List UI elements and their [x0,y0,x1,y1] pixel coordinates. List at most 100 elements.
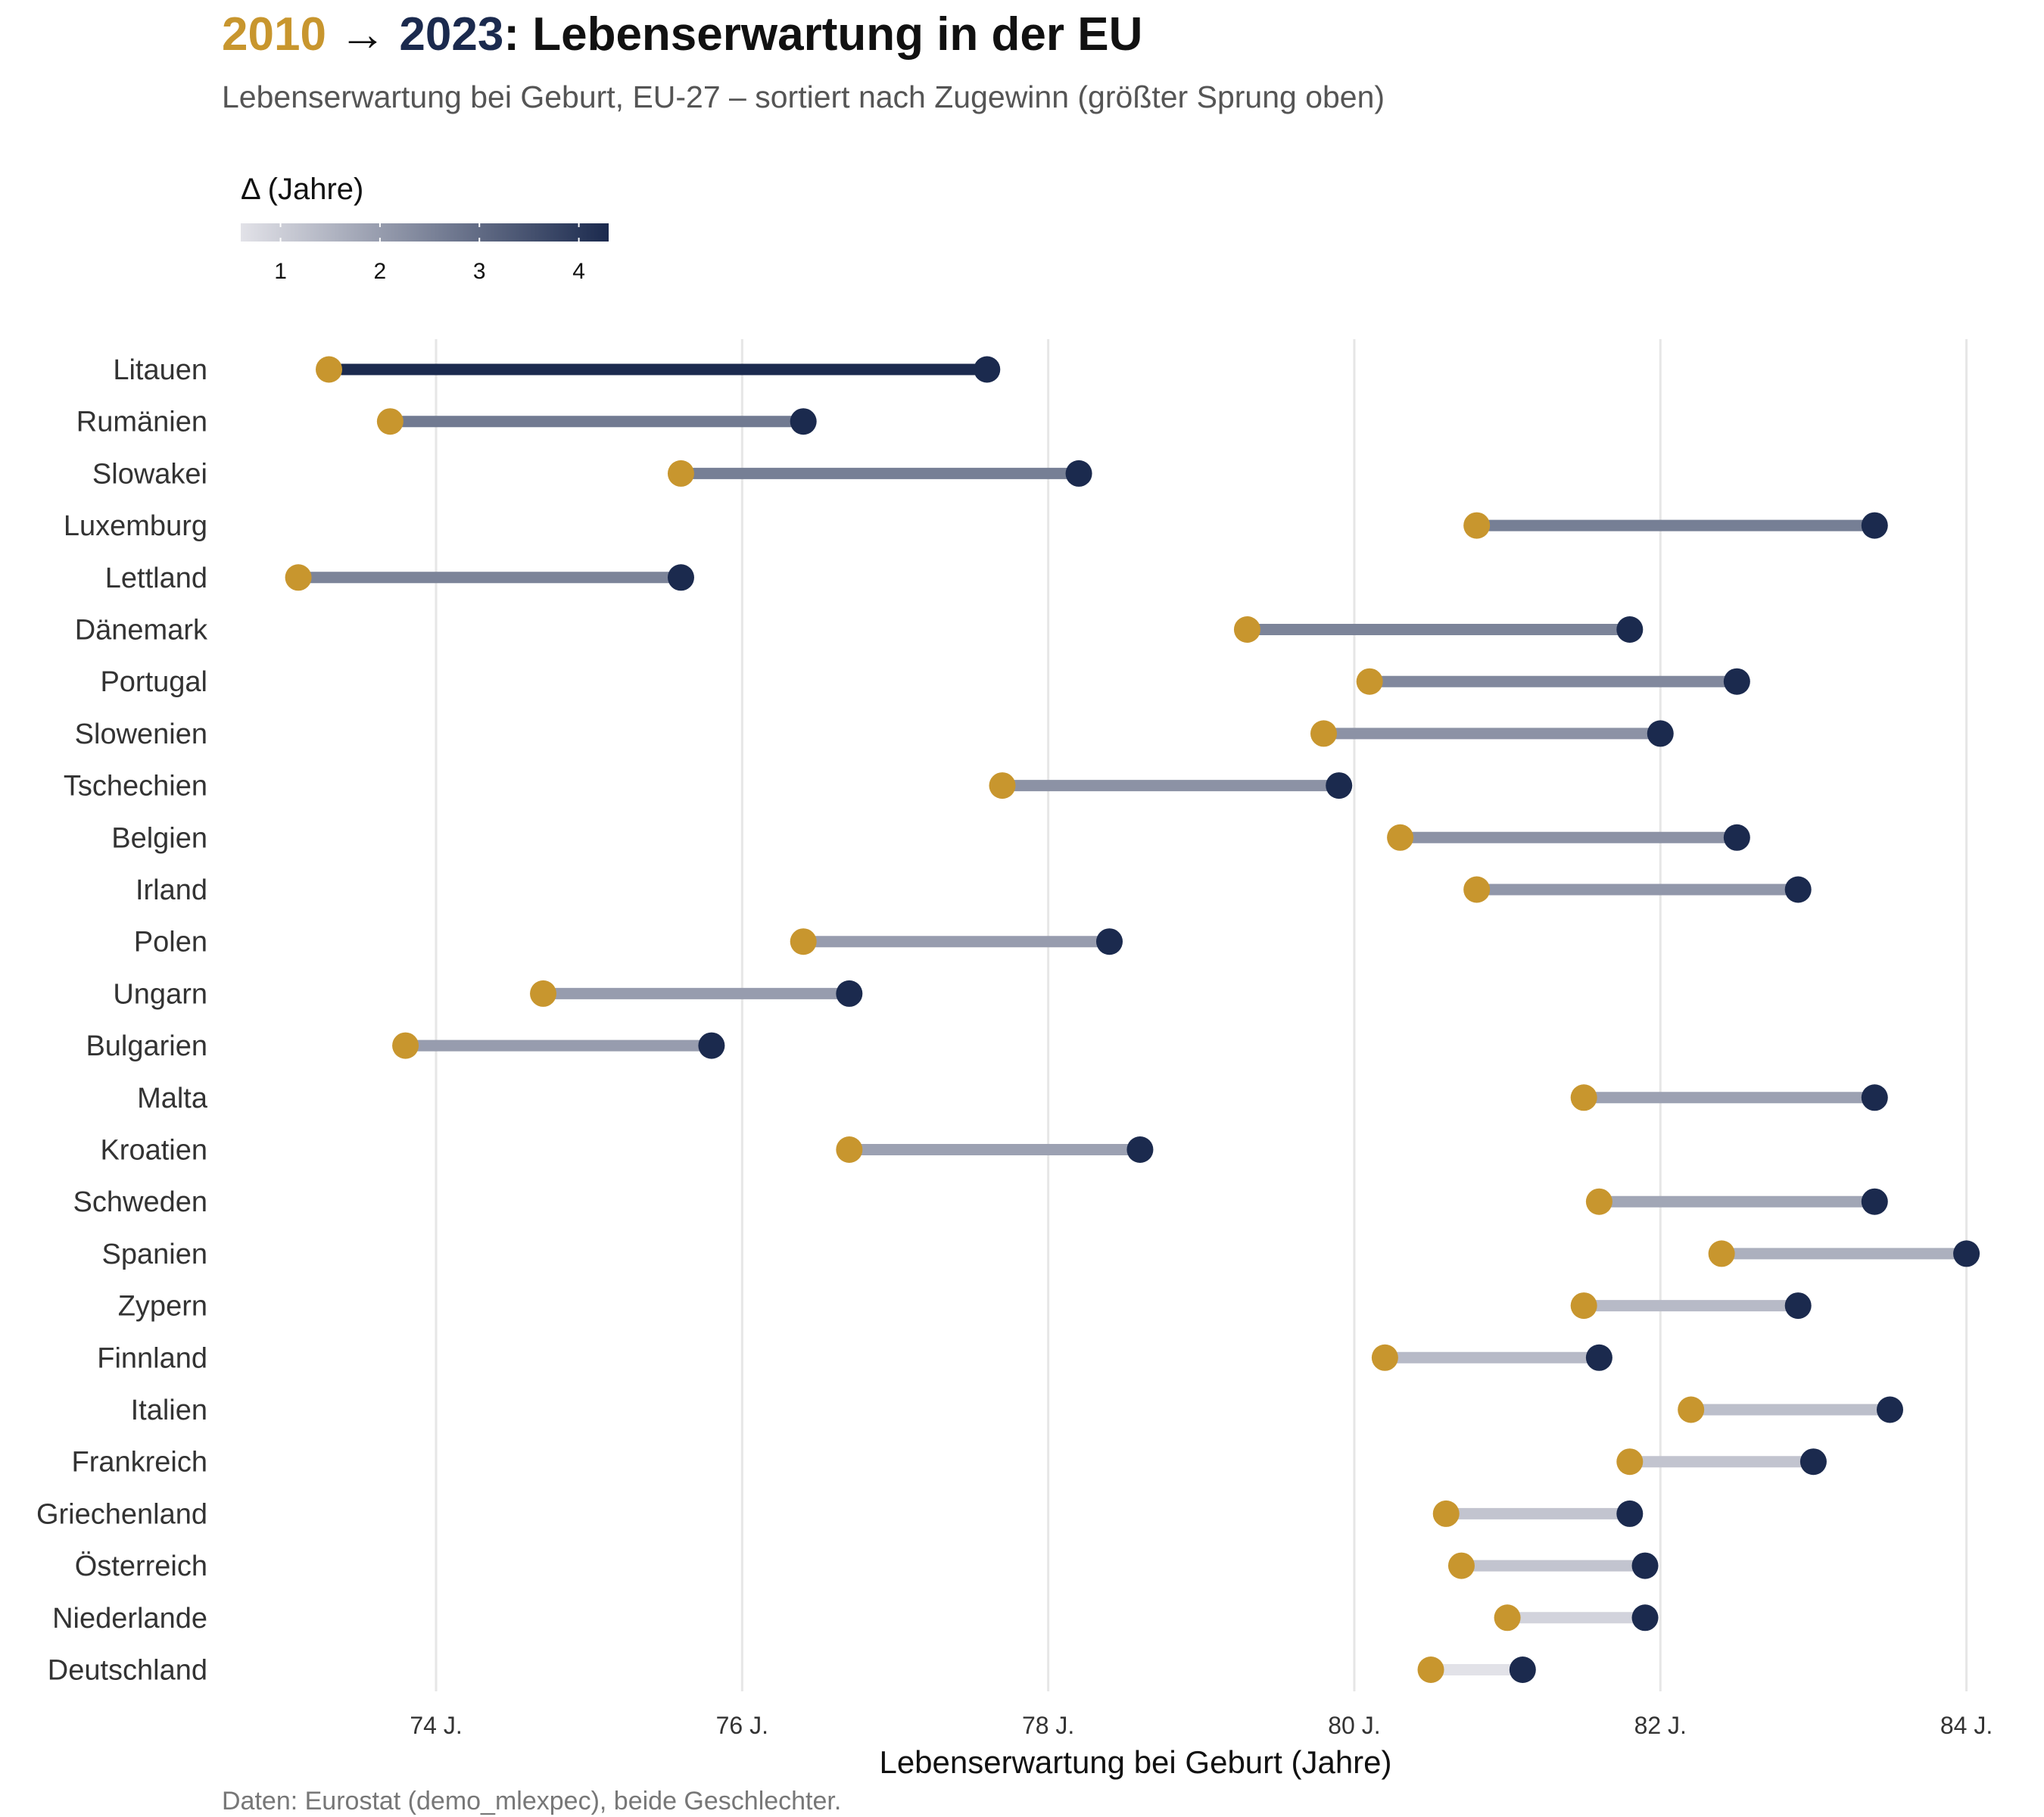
dot-2023 [1326,772,1353,799]
dot-2023 [1096,928,1123,955]
dot-2023 [1953,1240,1980,1267]
title-arrow: → [339,8,387,61]
country-label: Malta [137,1083,208,1114]
title-text: : Lebenserwartung in der EU [503,8,1143,61]
dot-2010 [1356,668,1383,695]
country-label: Italien [131,1395,207,1426]
dot-2010 [392,1032,419,1059]
dot-2010 [1585,1188,1612,1215]
country-label: Spanien [102,1239,207,1270]
dot-2010 [1708,1240,1735,1267]
dot-2010 [1570,1292,1597,1320]
country-label: Belgien [111,822,207,854]
dot-2023 [1509,1656,1536,1683]
dot-2010 [790,928,817,955]
legend-tick-label: 3 [473,259,486,284]
legend-colorbar-rect [241,223,609,242]
dot-2010 [1371,1344,1398,1371]
x-axis-title: Lebenserwartung bei Geburt (Jahre) [879,1744,1391,1780]
dot-2010 [1387,824,1414,851]
dot-2010 [1570,1084,1597,1111]
dot-2023 [974,356,1001,383]
caption: Daten: Eurostat (demo_mlexpec), beide Ge… [222,1787,842,1815]
dumbbell-dots [285,356,1980,1683]
dot-2010 [1616,1448,1644,1476]
dot-2010 [836,1136,863,1163]
dot-2010 [1447,1552,1475,1579]
x-tick-label: 82 J. [1634,1712,1687,1739]
x-tick-label: 74 J. [410,1712,462,1739]
dot-2010 [1463,876,1491,903]
dot-2010 [1432,1500,1460,1527]
country-label: Bulgarien [86,1030,207,1062]
dot-2023 [1723,668,1750,695]
chart-subtitle: Lebenserwartung bei Geburt, EU-27 – sort… [222,79,1385,114]
dot-2023 [1799,1448,1827,1476]
country-label: Polen [134,927,207,958]
x-tick-label: 78 J. [1022,1712,1074,1739]
country-label: Niederlande [52,1603,207,1635]
legend-tick-label: 2 [374,259,387,284]
dot-2023 [667,564,694,591]
dot-2010 [285,564,312,591]
x-tick-labels: 74 J. 76 J. 78 J. 80 J. 82 J. 84 J. [410,1712,1993,1739]
dot-2023 [1723,824,1750,851]
dot-2010 [1678,1396,1705,1423]
dot-2023 [790,408,817,435]
legend-colorbar: 1 2 3 4 [241,223,609,284]
country-label: Slowakei [92,458,207,490]
dot-2023 [1631,1604,1659,1632]
x-tick-label: 84 J. [1940,1712,1993,1739]
dot-2023 [1861,1084,1888,1111]
country-label: Slowenien [75,718,207,750]
dot-2023 [1876,1396,1903,1423]
x-tick-label: 80 J. [1328,1712,1380,1739]
dot-2010 [1310,720,1338,747]
dot-2023 [1647,720,1674,747]
country-label: Portugal [100,666,207,698]
dot-2010 [1233,616,1260,643]
country-label: Kroatien [100,1135,207,1167]
legend-title: Δ (Jahre) [241,173,364,206]
dot-2010 [1417,1656,1444,1683]
country-label: Rumänien [76,407,207,438]
country-label: Deutschland [48,1655,207,1687]
country-label: Irland [136,874,207,906]
dot-2010 [989,772,1016,799]
country-label: Litauen [113,354,207,386]
dot-2023 [1616,1500,1644,1527]
title-year-2023: 2023 [399,8,504,61]
title-year-2010: 2010 [222,8,326,61]
dot-2010 [376,408,404,435]
dot-2023 [1585,1344,1612,1371]
gridlines [435,339,1968,1691]
country-label: Finnland [97,1342,207,1374]
dot-2023 [1065,460,1092,487]
dot-2010 [530,980,557,1007]
dot-2023 [1631,1552,1659,1579]
dot-2023 [836,980,863,1007]
country-label: Luxemburg [64,510,207,542]
dot-2023 [1616,616,1644,643]
country-label: Österreich [75,1551,207,1582]
dot-2023 [1861,512,1888,539]
country-label: Griechenland [36,1498,207,1530]
dot-2023 [1784,876,1812,903]
x-tick-label: 76 J. [716,1712,768,1739]
country-labels: Litauen Rumänien Slowakei Luxemburg Lettland… [36,354,208,1687]
country-label: Frankreich [72,1447,208,1479]
legend-ticks: 1 2 3 4 [274,223,585,284]
legend-tick-label: 4 [572,259,585,284]
dumbbell-segments [298,363,1967,1675]
dot-2023 [1861,1188,1888,1215]
dot-2010 [1463,512,1491,539]
country-label: Dänemark [75,615,208,647]
country-label: Lettland [105,563,207,594]
legend-tick-label: 1 [274,259,287,284]
chart-title: 2010 → 2023: Lebenserwartung in der EU [222,8,1142,61]
country-label: Schweden [73,1186,207,1218]
dot-2023 [1784,1292,1812,1320]
dot-2023 [698,1032,725,1059]
country-label: Tschechien [64,771,207,803]
